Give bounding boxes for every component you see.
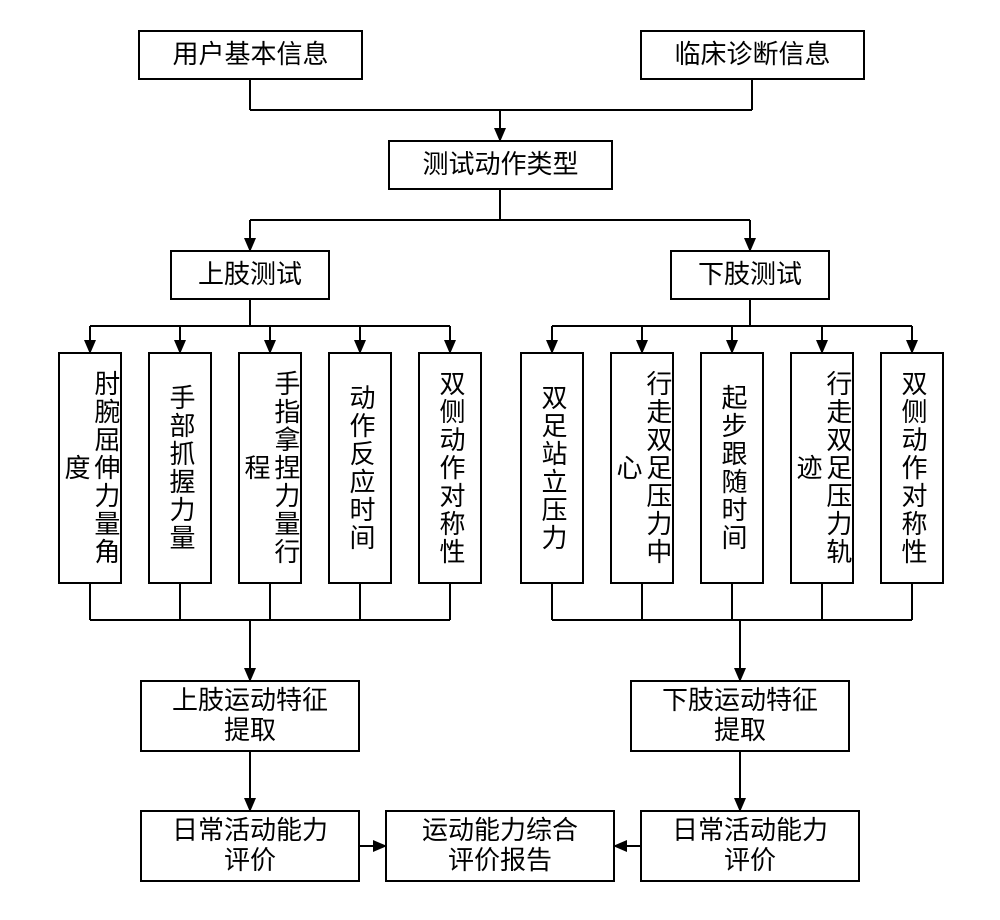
node-u5: 双侧动作对称性 [418,352,482,584]
node-l1: 双足站立压力 [520,352,584,584]
node-u3: 手指拿捏力量行程 [238,352,302,584]
node-l4: 行走双足压力轨迹 [790,352,854,584]
node-lower-adl: 日常活动能力 评价 [640,810,860,882]
node-lower-test: 下肢测试 [670,250,830,300]
node-l3: 起步跟随时间 [700,352,764,584]
node-lower-feature: 下肢运动特征 提取 [630,680,850,752]
node-report: 运动能力综合 评价报告 [385,810,615,882]
node-clinical-info: 临床诊断信息 [640,30,865,80]
node-upper-adl: 日常活动能力 评价 [140,810,360,882]
node-user-info: 用户基本信息 [138,30,363,80]
node-u4: 动作反应时间 [328,352,392,584]
node-upper-test: 上肢测试 [170,250,330,300]
node-u2: 手部抓握力量 [148,352,212,584]
node-l2: 行走双足压力中心 [610,352,674,584]
node-u1: 肘腕屈伸力量角度 [58,352,122,584]
node-test-type: 测试动作类型 [388,140,613,190]
node-l5: 双侧动作对称性 [880,352,944,584]
node-upper-feature: 上肢运动特征 提取 [140,680,360,752]
flowchart-canvas: 用户基本信息 临床诊断信息 测试动作类型 上肢测试 下肢测试 肘腕屈伸力量角度 … [0,0,1000,920]
